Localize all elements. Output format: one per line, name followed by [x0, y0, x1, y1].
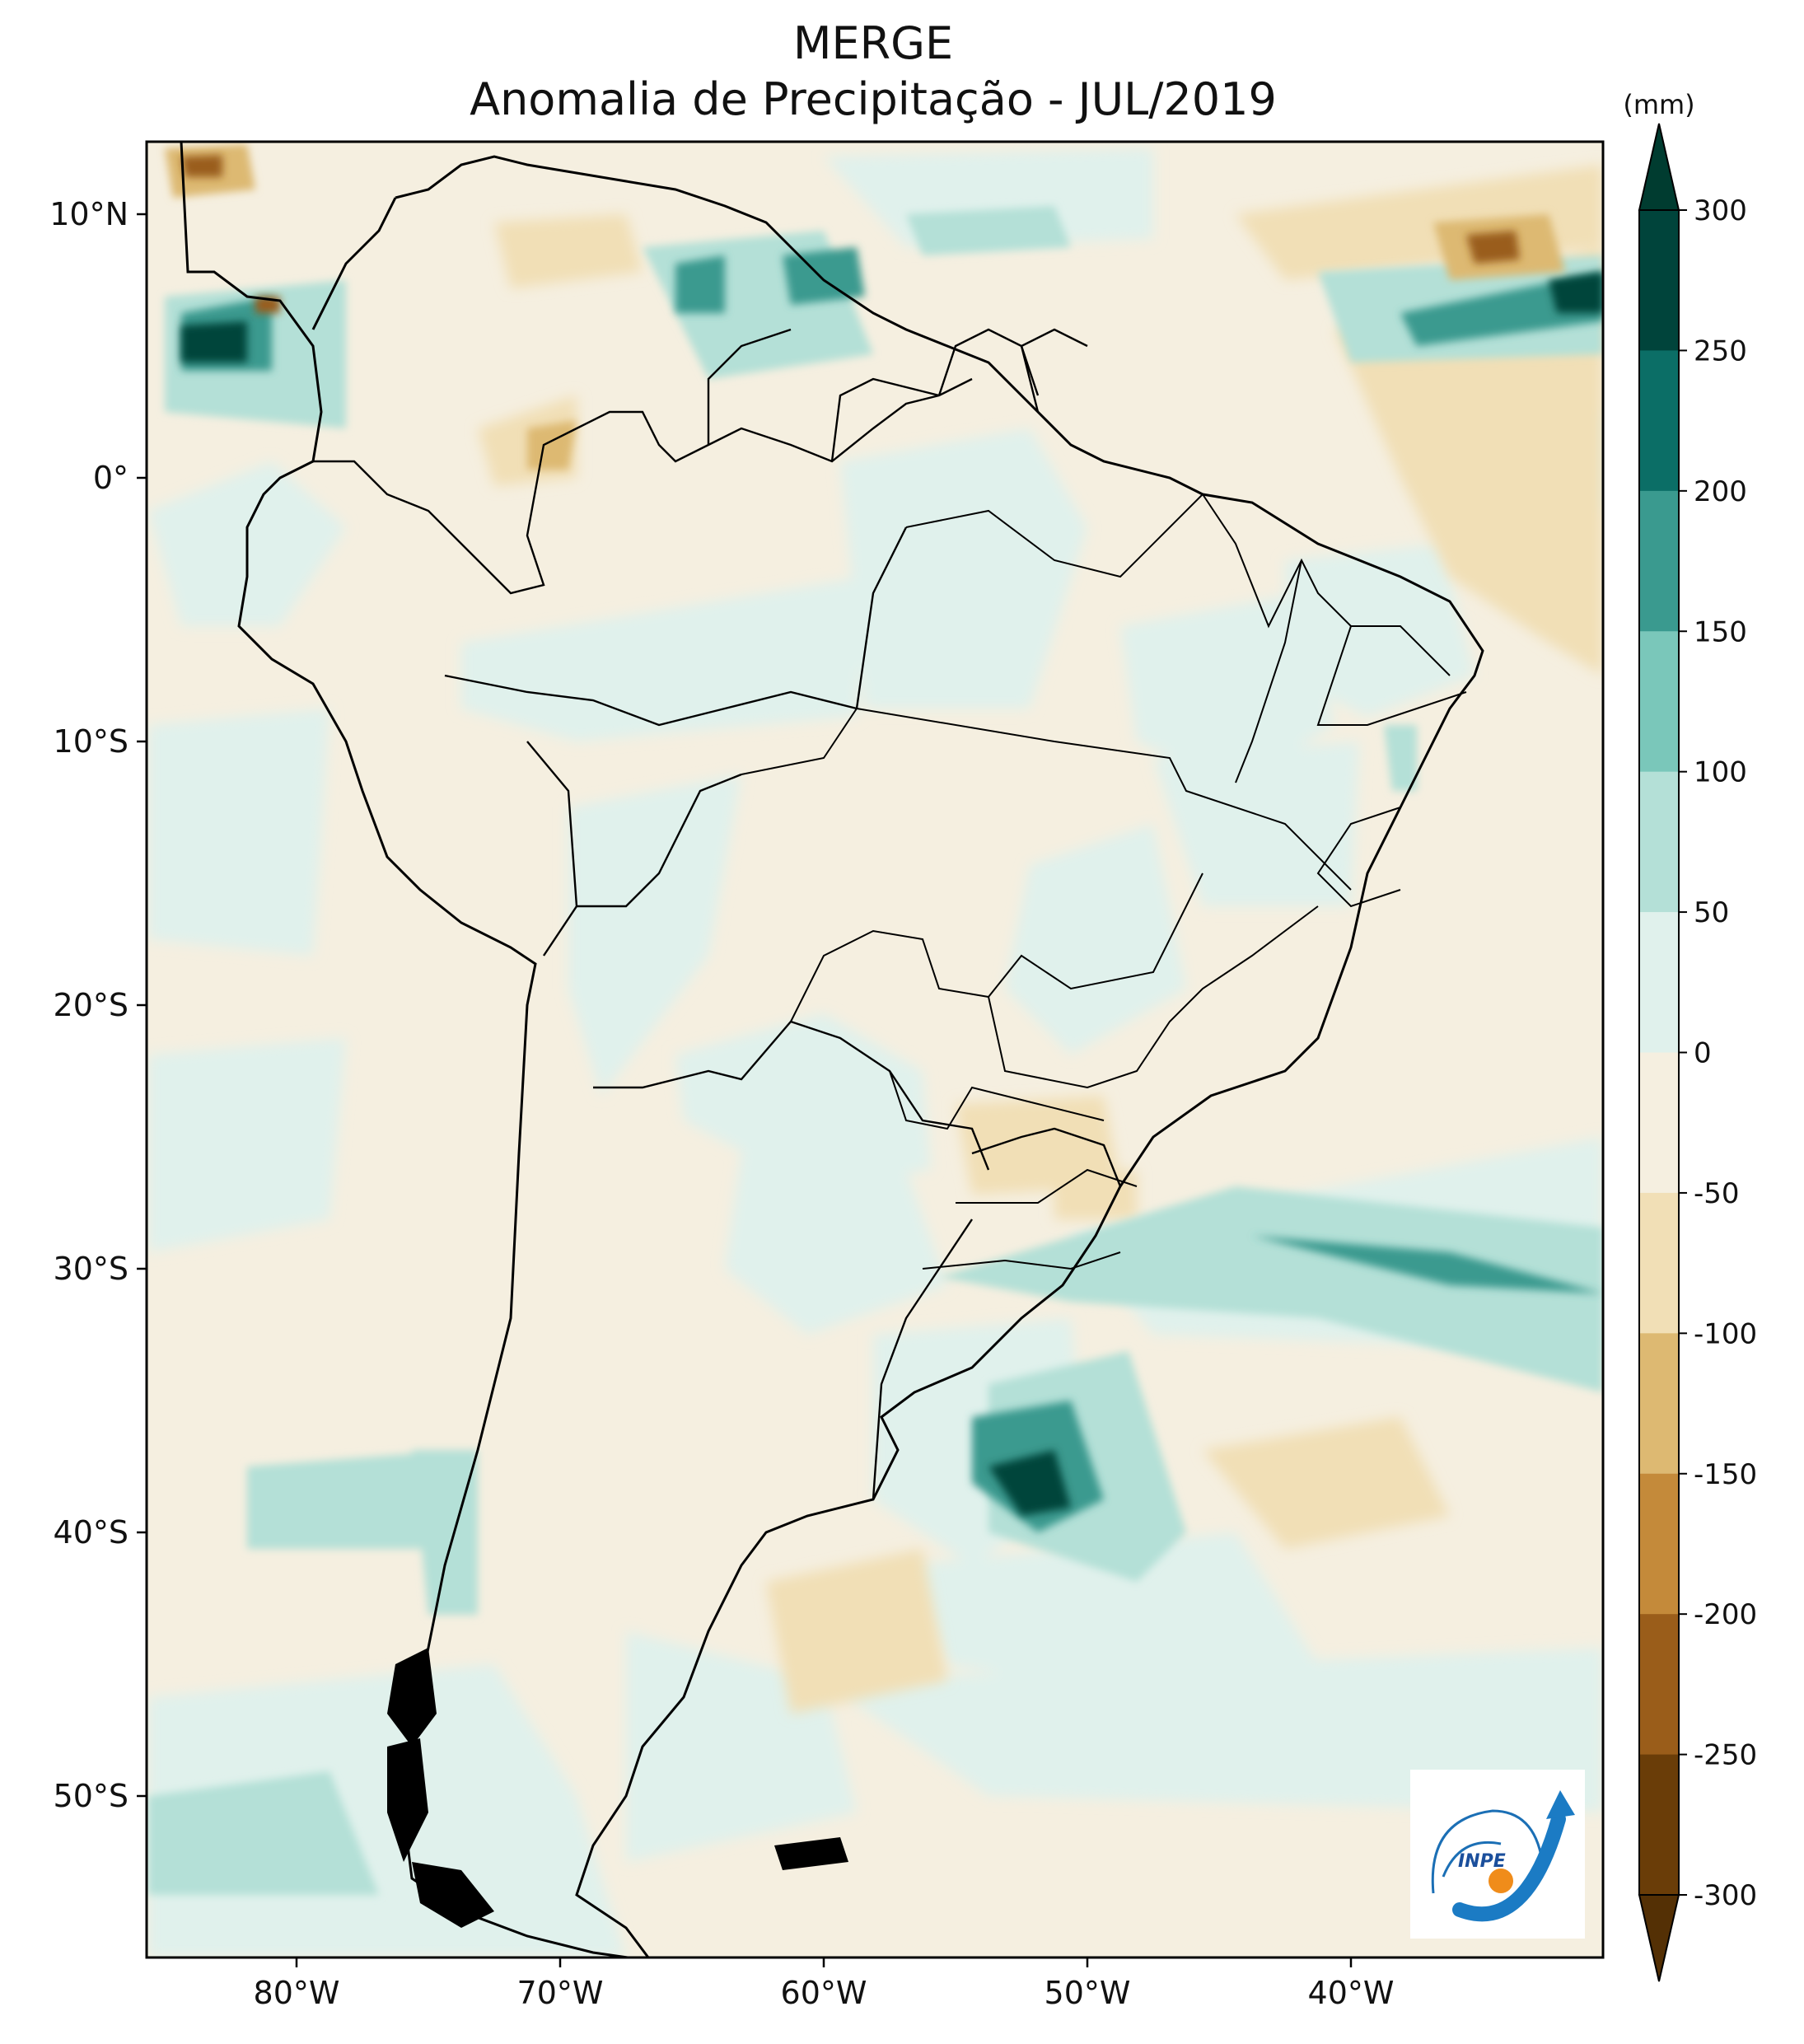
- lat-label: 40°S: [54, 1514, 129, 1551]
- colorbar-tick-label: -50: [1694, 1177, 1740, 1210]
- colorbar-tick-label: -200: [1694, 1598, 1757, 1631]
- colorbar: (mm) 300 250 200 150 100 50 0 -50 -100 -150 -200 -2…: [1623, 89, 1757, 1982]
- patagonia-islands: [387, 1648, 848, 1928]
- colorbar-segment: [1639, 1614, 1679, 1756]
- inpe-logo: INPE: [1410, 1770, 1585, 1939]
- lon-label: 60°W: [781, 1975, 867, 2011]
- lon-label: 50°W: [1045, 1975, 1131, 2011]
- colorbar-tick-label: 0: [1694, 1037, 1712, 1070]
- colorbar-segment: [1639, 1192, 1679, 1334]
- colorbar-segment: [1639, 631, 1679, 773]
- colorbar-segment: [1639, 210, 1679, 351]
- colorbar-tick-label: 150: [1694, 615, 1747, 648]
- anomaly-gt250-areas: [181, 272, 1603, 1516]
- colorbar-segment: [1639, 1333, 1679, 1475]
- anomaly-field: [147, 142, 1603, 1957]
- colorbar-tick-label: -150: [1694, 1458, 1757, 1491]
- map-frame: [145, 140, 1605, 1959]
- title-line-1: MERGE: [792, 17, 954, 69]
- colorbar-segment: [1639, 771, 1679, 913]
- colorbar-segment: [1639, 1052, 1679, 1194]
- colorbar-ticks: 300 250 200 150 100 50 0 -50 -100 -150 -200 -250 -30…: [1679, 194, 1757, 1912]
- lat-label: 0°: [93, 460, 129, 496]
- colorbar-segments: [1639, 210, 1679, 1896]
- anomaly-neg200-areas: [181, 155, 1520, 313]
- colorbar-tick-label: 100: [1694, 756, 1747, 789]
- longitude-labels: 80°W 70°W 60°W 50°W 40°W: [254, 1975, 1395, 2011]
- country-borders: [313, 328, 1122, 1500]
- colorbar-tick-label: 300: [1694, 194, 1747, 227]
- lat-label: 10°S: [54, 723, 129, 760]
- colorbar-segment: [1639, 1754, 1679, 1896]
- colorbar-segment: [1639, 350, 1679, 492]
- lat-label: 10°N: [49, 196, 129, 232]
- state-borders: [741, 493, 1467, 1270]
- colorbar-tick-label: 250: [1694, 334, 1747, 367]
- axis-ticks: [137, 213, 1353, 1967]
- colorbar-unit: (mm): [1623, 89, 1694, 120]
- lon-label: 70°W: [517, 1975, 604, 2011]
- lon-label: 80°W: [254, 1975, 340, 2011]
- inpe-logo-icon: INPE: [1431, 1790, 1575, 1922]
- lat-label: 30°S: [54, 1251, 129, 1287]
- colorbar-tick-label: -100: [1694, 1317, 1757, 1350]
- colorbar-extend-max: [1638, 123, 1680, 211]
- lat-label: 20°S: [54, 987, 129, 1023]
- colorbar-segment: [1639, 1473, 1679, 1615]
- logo-text: INPE: [1458, 1851, 1506, 1872]
- colorbar-segment: [1639, 490, 1679, 632]
- latitude-labels: 10°N 0° 10°S 20°S 30°S 40°S 50°S: [49, 196, 129, 1814]
- lat-label: 50°S: [54, 1778, 129, 1814]
- colorbar-tick-label: 200: [1694, 475, 1747, 508]
- colorbar-segment: [1639, 912, 1679, 1053]
- title-line-2: Anomalia de Precipitação - JUL/2019: [470, 73, 1277, 125]
- colorbar-tick-label: -300: [1694, 1879, 1757, 1912]
- colorbar-extend-min: [1638, 1894, 1680, 1982]
- colorbar-tick-label: -250: [1694, 1739, 1757, 1772]
- map-title: MERGE Anomalia de Precipitação - JUL/201…: [148, 16, 1598, 129]
- lon-label: 40°W: [1308, 1975, 1395, 2011]
- colorbar-tick-label: 50: [1694, 896, 1729, 929]
